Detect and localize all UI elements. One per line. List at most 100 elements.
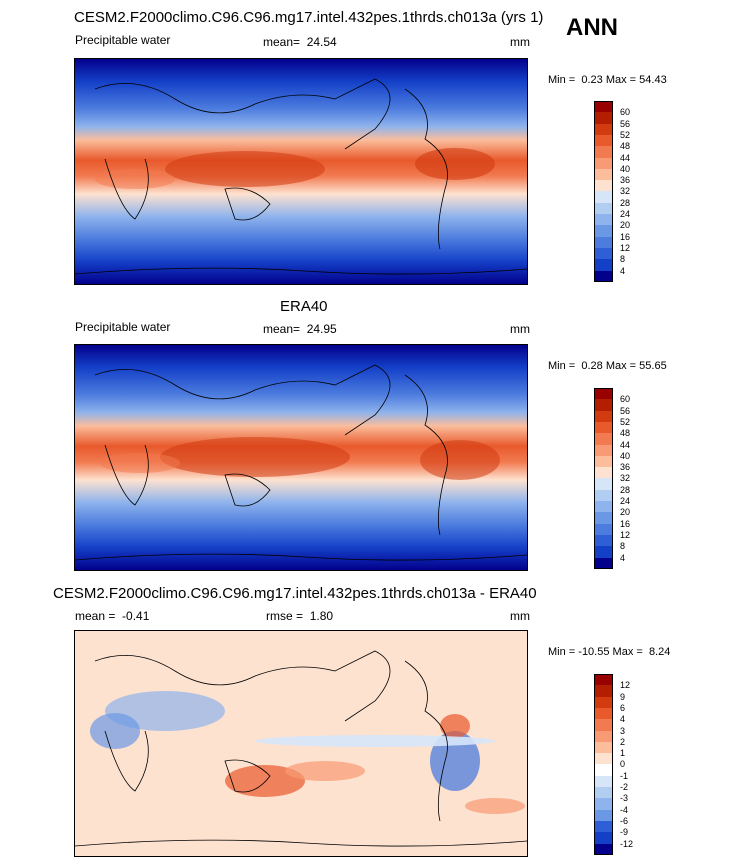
colorbar-tick-label: 4	[620, 265, 626, 276]
colorbar-tick-label: 12	[620, 680, 631, 691]
colorbar-swatch	[594, 787, 613, 799]
colorbar-swatch	[594, 753, 613, 765]
colorbar-swatch	[594, 478, 613, 491]
colorbar-tick-label: 0	[620, 759, 626, 770]
colorbar-tick-label: 40	[620, 163, 631, 174]
colorbar-swatch	[594, 421, 613, 434]
colorbar-swatch	[594, 191, 613, 204]
colorbar-tick-label: 56	[620, 118, 631, 129]
colorbar-swatch	[594, 180, 613, 192]
panel-model-minmax: Min = 0.23 Max = 54.43	[548, 74, 667, 86]
colorbar-swatch	[594, 798, 613, 811]
colorbar-swatch	[594, 512, 613, 525]
colorbar-tick-label: 32	[620, 473, 631, 484]
colorbar-swatch	[594, 433, 613, 445]
colorbar-tick-label: 48	[620, 428, 631, 439]
colorbar-tick-label: 48	[620, 141, 631, 152]
colorbar-swatch	[594, 259, 613, 271]
colorbar-swatch	[594, 236, 613, 249]
colorbar-swatch	[594, 455, 613, 468]
colorbar-tick-label: 44	[620, 152, 631, 163]
colorbar-swatch	[594, 685, 613, 698]
colorbar-tick-label: 2	[620, 736, 626, 747]
panel-diff-rmse: rmse = 1.80	[266, 609, 334, 623]
panel-obs-mean: mean= 24.95	[263, 322, 337, 336]
colorbar-swatch	[594, 764, 613, 777]
colorbar-tick-label: 44	[620, 439, 631, 450]
colorbar-tick-label: 36	[620, 175, 631, 186]
colorbar-tick-label: -12	[620, 838, 634, 849]
panel-diff-title: CESM2.F2000climo.C96.C96.mg17.intel.432p…	[53, 585, 537, 602]
colorbar-swatch	[594, 123, 613, 136]
colorbar-tick-label: 8	[620, 541, 626, 552]
colorbar-swatch	[594, 809, 613, 822]
colorbar-tick-label: 3	[620, 725, 626, 736]
panel-diff-units: mm	[510, 609, 530, 623]
colorbar-swatch	[594, 247, 613, 260]
colorbar-tick-label: 6	[620, 702, 626, 713]
colorbar-tick-label: 20	[620, 220, 631, 231]
colorbar-tick-label: 36	[620, 462, 631, 473]
colorbar-swatch	[594, 775, 613, 788]
panel-obs-units: mm	[510, 322, 530, 336]
colorbar-swatch	[594, 534, 613, 547]
colorbar-tick-label: 28	[620, 197, 631, 208]
colorbar-tick-label: 60	[620, 107, 631, 118]
colorbar-tick-label: 12	[620, 529, 631, 540]
colorbar-swatch	[594, 557, 613, 570]
colorbar-swatch	[594, 467, 613, 479]
panel-obs-map	[74, 344, 528, 571]
colorbar-tick-label: 4	[620, 552, 626, 563]
colorbar-tick-label: 52	[620, 129, 631, 140]
colorbar-swatch	[594, 168, 613, 181]
colorbar-tick-label: 1	[620, 748, 626, 759]
panel-model-title: CESM2.F2000climo.C96.C96.mg17.intel.432p…	[74, 9, 544, 26]
colorbar-swatch	[594, 270, 613, 283]
colorbar-swatch	[594, 202, 613, 215]
colorbar-swatch	[594, 214, 613, 226]
colorbar-swatch	[594, 696, 613, 709]
colorbar-tick-label: 8	[620, 254, 626, 265]
colorbar-tick-label: 60	[620, 394, 631, 405]
panel-obs-minmax: Min = 0.28 Max = 55.65	[548, 360, 667, 372]
colorbar-tick-label: -2	[620, 782, 629, 792]
colorbar-tick-label: -9	[620, 827, 629, 838]
panel-obs-title: ERA40	[280, 298, 328, 315]
colorbar-swatch	[594, 489, 613, 502]
colorbar-swatch	[594, 719, 613, 731]
colorbar-tick-label: -4	[620, 804, 629, 815]
colorbar-tick-label: 4	[620, 714, 626, 725]
colorbar-tick-label: 16	[620, 231, 631, 242]
colorbar-swatch	[594, 832, 613, 844]
panel-model-map-svg	[75, 59, 527, 284]
colorbar-tick-label: 56	[620, 405, 631, 416]
colorbar-tick-label: 9	[620, 691, 626, 702]
colorbar-swatch	[594, 134, 613, 147]
colorbar-swatch	[594, 101, 613, 113]
panel-model-map	[74, 58, 528, 285]
colorbar-swatch	[594, 546, 613, 558]
season-label: ANN	[566, 14, 618, 41]
colorbar-swatch	[594, 225, 613, 238]
colorbar-swatch	[594, 157, 613, 170]
colorbar-swatch	[594, 707, 613, 720]
colorbar-swatch	[594, 674, 613, 686]
panel-obs-variable: Precipitable water	[75, 320, 171, 334]
colorbar-swatch	[594, 112, 613, 125]
colorbar-tick-label: -6	[620, 815, 629, 826]
panel-diff-mean: mean = -0.41	[75, 609, 150, 623]
colorbar-tick-label: 28	[620, 484, 631, 495]
colorbar-swatch	[594, 523, 613, 536]
colorbar-swatch	[594, 730, 613, 743]
colorbar-swatch	[594, 410, 613, 423]
colorbar-swatch	[594, 820, 613, 833]
colorbar-swatch	[594, 388, 613, 400]
colorbar-tick-label: -1	[620, 770, 629, 781]
colorbar-tick-label: 32	[620, 186, 631, 197]
colorbar-swatch	[594, 741, 613, 754]
panel-model-variable: Precipitable water	[75, 33, 171, 47]
colorbar-swatch	[594, 399, 613, 412]
panel-obs-map-svg	[75, 345, 527, 570]
colorbar-tick-label: 52	[620, 416, 631, 427]
colorbar-swatch	[594, 843, 613, 856]
